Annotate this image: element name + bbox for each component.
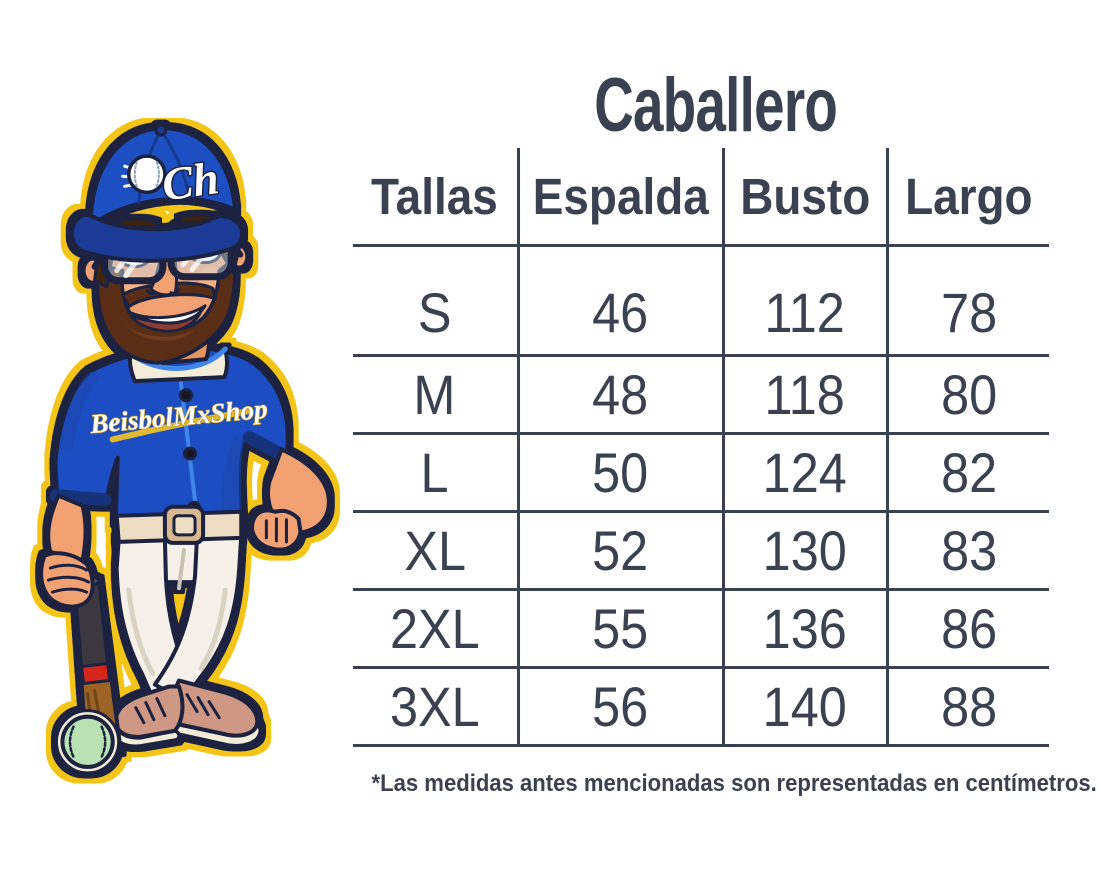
espalda-cell: 48 [518, 355, 725, 435]
jersey-button [178, 388, 194, 403]
jersey: BeisbolMxShop [49, 345, 290, 524]
pants [114, 533, 244, 703]
bat-ring [80, 661, 112, 686]
espalda-cell: 50 [518, 433, 725, 513]
column-header-espalda: Espalda [518, 148, 725, 247]
jersey-button [182, 446, 198, 461]
table-row: 2XL 55 136 86 [353, 589, 1049, 669]
column-header-tallas: Tallas [353, 148, 520, 247]
largo-cell: 80 [887, 355, 1049, 435]
largo-cell: 88 [887, 667, 1049, 747]
largo-cell: 78 [887, 245, 1049, 357]
busto-cell: 118 [723, 355, 889, 435]
right-arm [250, 447, 331, 552]
table-row: S 46 112 78 [353, 245, 1049, 357]
right-shoe [171, 678, 260, 738]
column-header-largo: Largo [887, 148, 1049, 247]
espalda-cell: 56 [518, 667, 725, 747]
size-cell: L [353, 433, 520, 513]
table-row: 3XL 56 140 88 [353, 667, 1049, 747]
size-table: Tallas Espalda Busto Largo S 46 112 78 M… [353, 148, 1049, 747]
head: Ch [69, 123, 250, 365]
column-header-busto: Busto [723, 148, 889, 247]
shoes [110, 678, 263, 748]
cap-logo: Ch [121, 151, 223, 212]
left-arm [39, 493, 95, 609]
cap-logo-text: Ch [159, 152, 222, 210]
largo-cell: 82 [887, 433, 1049, 513]
size-cell: 3XL [353, 667, 520, 747]
table-row: M 48 118 80 [353, 355, 1049, 435]
size-cell: M [353, 355, 520, 435]
cap-brim [69, 212, 245, 263]
size-cell: S [353, 245, 520, 357]
espalda-cell: 52 [518, 511, 725, 591]
busto-cell: 124 [723, 433, 889, 513]
table-header-row: Tallas Espalda Busto Largo [353, 148, 1049, 247]
table-row: L 50 124 82 [353, 433, 1049, 513]
busto-cell: 130 [723, 511, 889, 591]
busto-cell: 112 [723, 245, 889, 357]
table-row: XL 52 130 83 [353, 511, 1049, 591]
largo-cell: 83 [887, 511, 1049, 591]
espalda-cell: 46 [518, 245, 725, 357]
size-cell: 2XL [353, 589, 520, 669]
page-title: Caballero [594, 63, 839, 148]
baseball-cap: Ch [69, 123, 245, 263]
teeth [127, 304, 207, 325]
baseball [54, 709, 121, 775]
busto-cell: 136 [723, 589, 889, 669]
busto-cell: 140 [723, 667, 889, 747]
largo-cell: 86 [887, 589, 1049, 669]
footnote: *Las medidas antes mencionadas son repre… [371, 770, 1097, 797]
mascot-illustration: BeisbolMxShop [39, 123, 331, 775]
size-cell: XL [353, 511, 520, 591]
belt [114, 504, 244, 545]
espalda-cell: 55 [518, 589, 725, 669]
jersey-script-underline [109, 408, 251, 443]
